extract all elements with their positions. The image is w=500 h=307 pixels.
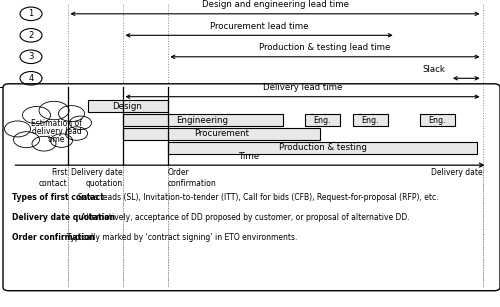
Text: Eng.: Eng. bbox=[428, 115, 446, 125]
Ellipse shape bbox=[4, 121, 30, 137]
Text: Types of first contact: Types of first contact bbox=[12, 193, 104, 202]
Text: Delivery date: Delivery date bbox=[431, 168, 482, 177]
Ellipse shape bbox=[39, 101, 69, 120]
Text: 1: 1 bbox=[28, 9, 34, 18]
Text: : Alternatively, acceptance of DD proposed by customer, or proposal of alternati: : Alternatively, acceptance of DD propos… bbox=[76, 213, 409, 222]
Ellipse shape bbox=[32, 136, 56, 151]
Text: Procurement: Procurement bbox=[194, 129, 249, 138]
Text: Eng.: Eng. bbox=[314, 115, 332, 125]
Text: First
contact: First contact bbox=[39, 168, 68, 188]
Text: 4: 4 bbox=[28, 74, 34, 83]
Bar bbox=[88, 100, 168, 112]
Text: Slack: Slack bbox=[422, 65, 445, 74]
Text: Engineering: Engineering bbox=[176, 115, 229, 125]
Ellipse shape bbox=[22, 107, 50, 124]
Text: Order
confirmation: Order confirmation bbox=[168, 168, 216, 188]
Text: : Sales leads (SL), Invitation-to-tender (ITT), Call for bids (CFB), Request-for: : Sales leads (SL), Invitation-to-tender… bbox=[73, 193, 438, 202]
FancyBboxPatch shape bbox=[3, 84, 500, 291]
Text: Eng.: Eng. bbox=[361, 115, 379, 125]
Text: Time: Time bbox=[240, 152, 260, 161]
Bar bbox=[122, 128, 320, 140]
Text: Delivery date
quotation: Delivery date quotation bbox=[71, 168, 122, 188]
Bar bbox=[168, 142, 477, 154]
Ellipse shape bbox=[66, 127, 88, 140]
Ellipse shape bbox=[50, 134, 72, 147]
Ellipse shape bbox=[70, 116, 92, 130]
Ellipse shape bbox=[14, 132, 40, 148]
Text: : Typically marked by ‘contract signing’ in ETO environments.: : Typically marked by ‘contract signing’… bbox=[62, 233, 298, 242]
Bar bbox=[420, 114, 455, 126]
Bar bbox=[352, 114, 388, 126]
Text: Design and engineering lead time: Design and engineering lead time bbox=[202, 0, 348, 9]
Text: Delivery lead time: Delivery lead time bbox=[263, 84, 342, 92]
Text: Design: Design bbox=[112, 102, 142, 111]
Text: Order confirmation: Order confirmation bbox=[12, 233, 96, 242]
Text: Estimation of: Estimation of bbox=[31, 119, 82, 128]
Text: Production & testing: Production & testing bbox=[278, 143, 366, 152]
Text: Delivery date quotation: Delivery date quotation bbox=[12, 213, 116, 222]
Bar bbox=[305, 114, 340, 126]
Text: time: time bbox=[48, 135, 65, 144]
Ellipse shape bbox=[22, 110, 92, 144]
Text: 3: 3 bbox=[28, 52, 34, 61]
Text: delivery lead: delivery lead bbox=[32, 127, 82, 136]
Text: 2: 2 bbox=[28, 31, 34, 40]
Bar bbox=[122, 114, 282, 126]
Ellipse shape bbox=[58, 106, 84, 122]
Text: Production & testing lead time: Production & testing lead time bbox=[260, 43, 390, 52]
Text: Procurement lead time: Procurement lead time bbox=[210, 22, 308, 31]
